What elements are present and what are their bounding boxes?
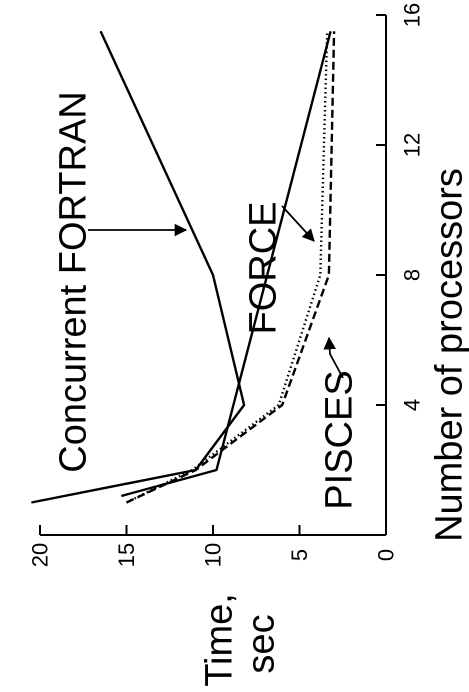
time-tick-label: 15 [114, 543, 139, 567]
series-group [31, 30, 344, 504]
annotation-pisces: PISCES [318, 370, 360, 509]
processor-tick-label: 4 [400, 399, 425, 411]
time-axis-title-line2: sec [240, 614, 282, 673]
series-line-concurrent-fortran [31, 30, 246, 504]
processor-axis-title: Number of processors [428, 168, 469, 542]
processor-tick-label: 16 [400, 3, 425, 27]
series-line-pisces [125, 31, 336, 504]
axis-ticks [39, 14, 387, 536]
annotation-concurrent-fortran: Concurrent FORTRAN [52, 91, 94, 473]
time-tick-label: 0 [374, 549, 399, 561]
time-axis-title-line1: Time, [198, 593, 240, 687]
series-line-force [125, 31, 329, 504]
arrow-pisces [323, 336, 344, 379]
processor-tick-label: 8 [400, 269, 425, 281]
time-tick-label: 20 [28, 543, 53, 567]
time-tick-label: 5 [287, 549, 312, 561]
text-labels: 4 8 12 16 0 5 10 15 20 Number of processors Time, s… [28, 3, 469, 687]
processor-tick-label: 12 [400, 133, 425, 157]
arrow-force [281, 205, 315, 242]
time-tick-label: 10 [201, 543, 226, 567]
series-line-3 [120, 30, 332, 498]
annotation-force: FORCE [242, 202, 284, 335]
